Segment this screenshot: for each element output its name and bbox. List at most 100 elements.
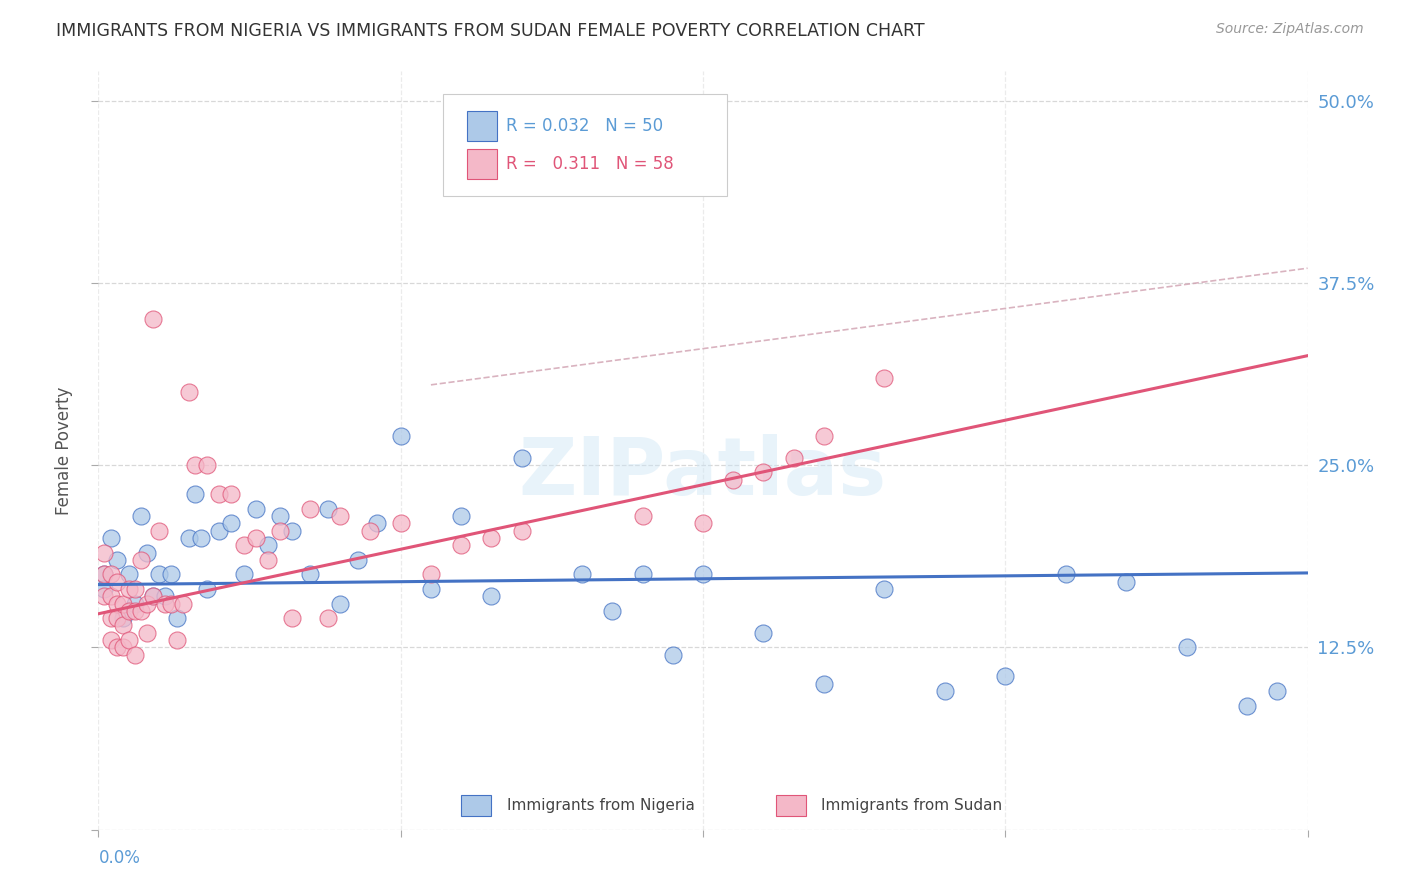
Point [752,466,775,480]
Point [450,509,472,524]
Point [269,509,291,524]
Point [481,589,503,603]
Point [245,501,267,516]
Point [571,567,593,582]
Point [360,524,382,538]
Point [111,640,134,655]
Point [316,611,339,625]
Text: IMMIGRANTS FROM NIGERIA VS IMMIGRANTS FROM SUDAN FEMALE POVERTY CORRELATION CHAR: IMMIGRANTS FROM NIGERIA VS IMMIGRANTS FR… [56,22,925,40]
Point [142,589,165,603]
Point [873,582,896,596]
Point [124,582,146,596]
Point [281,524,304,538]
Point [299,567,322,582]
Text: R =   0.311   N = 58: R = 0.311 N = 58 [506,155,673,173]
Point [510,450,533,465]
Point [153,589,176,603]
Point [190,531,212,545]
Point [93,582,115,596]
Point [420,567,443,582]
Point [281,611,304,625]
Point [129,553,152,567]
Point [118,582,141,596]
Point [299,501,322,516]
Text: R = 0.032   N = 50: R = 0.032 N = 50 [506,117,664,135]
Point [160,567,183,582]
Point [129,604,152,618]
Point [813,677,835,691]
Point [571,152,593,166]
Point [692,567,714,582]
Point [245,531,267,545]
Point [142,312,165,326]
Point [105,574,128,589]
Point [93,567,115,582]
Point [631,567,654,582]
Point [124,597,146,611]
Point [752,625,775,640]
Point [208,487,231,501]
Point [148,524,170,538]
Point [420,582,443,596]
Point [100,531,122,545]
Point [316,501,339,516]
Y-axis label: Female Poverty: Female Poverty [55,386,73,515]
Point [105,597,128,611]
Point [118,633,141,648]
Point [221,516,243,531]
Point [232,538,254,552]
Point [232,567,254,582]
Point [111,618,134,632]
Point [148,567,170,582]
FancyBboxPatch shape [467,111,498,141]
Point [510,524,533,538]
Point [256,553,278,567]
FancyBboxPatch shape [776,795,806,816]
Point [184,458,207,472]
Point [208,524,231,538]
Point [631,509,654,524]
Point [723,473,745,487]
Point [160,597,183,611]
Point [1236,698,1258,713]
Point [135,597,157,611]
Point [934,684,956,698]
Point [256,538,278,552]
Point [481,531,503,545]
Text: 0.0%: 0.0% [98,848,141,866]
Point [105,611,128,625]
FancyBboxPatch shape [461,795,492,816]
FancyBboxPatch shape [467,149,498,179]
Point [111,597,134,611]
Point [135,625,157,640]
FancyBboxPatch shape [443,95,727,196]
Point [269,524,291,538]
Point [347,553,370,567]
Point [873,370,896,384]
Point [93,545,115,559]
Point [153,597,176,611]
Point [184,487,207,501]
Point [450,538,472,552]
Point [118,604,141,618]
Point [124,648,146,662]
Point [1267,684,1289,698]
Point [366,516,388,531]
Point [100,633,122,648]
Point [142,589,165,603]
Point [172,597,194,611]
Point [111,611,134,625]
Point [329,509,352,524]
Point [813,429,835,443]
Point [135,545,157,559]
Point [195,458,218,472]
Point [166,633,188,648]
Point [783,450,806,465]
Point [994,669,1017,683]
Point [105,640,128,655]
Point [329,597,352,611]
Point [100,567,122,582]
Point [129,509,152,524]
Text: Immigrants from Sudan: Immigrants from Sudan [821,797,1002,813]
Point [105,553,128,567]
